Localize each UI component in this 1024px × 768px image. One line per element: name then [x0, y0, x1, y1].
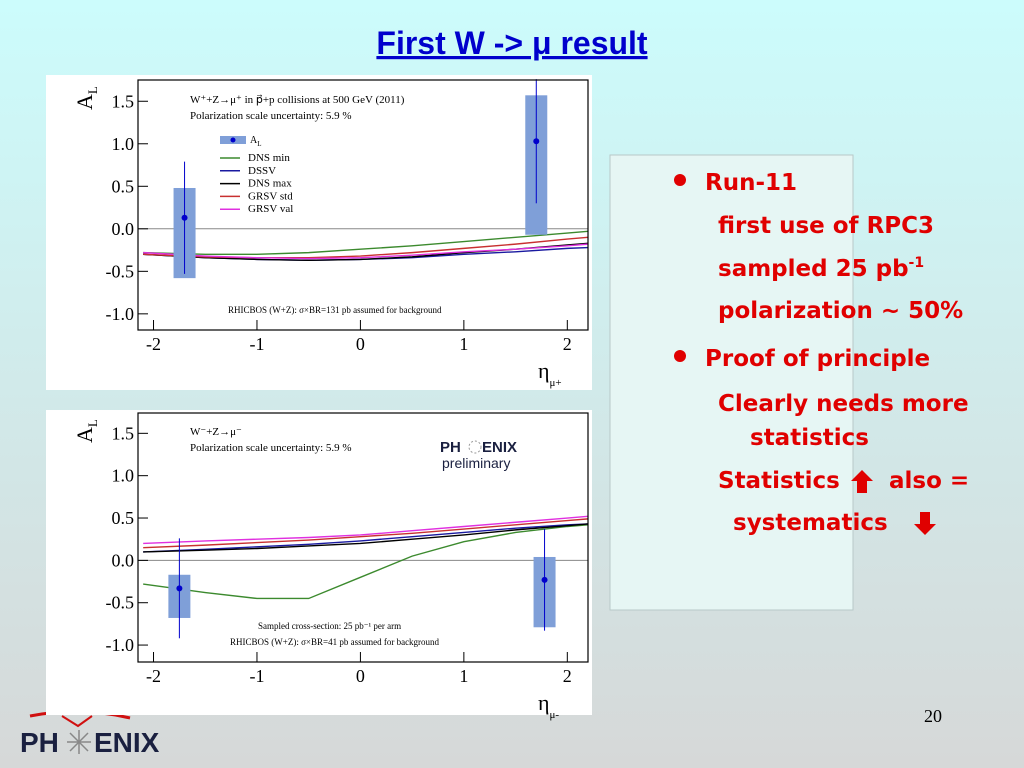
bullet-item: Clearly needs more: [718, 391, 969, 417]
bullet-item: also =: [889, 468, 969, 494]
theory-curve: [143, 524, 589, 600]
label-main: A: [72, 427, 97, 443]
theory-curve: [143, 243, 589, 260]
x-tick-label: -1: [249, 334, 264, 354]
bullet: Run-11: [705, 170, 797, 196]
logo-subtext: preliminary: [442, 455, 510, 471]
data-point: [533, 138, 540, 145]
logo-text: PH: [440, 439, 461, 456]
legend-label: DNS max: [248, 178, 292, 190]
y-axis-label: AL: [72, 419, 100, 443]
theory-curve: [143, 518, 589, 549]
x-tick-label: 1: [459, 334, 468, 354]
y-tick-label: 0.5: [112, 508, 135, 528]
y-tick-label: 1.5: [112, 423, 135, 443]
y-tick-label: 0.5: [112, 176, 135, 196]
y-tick-label: 0.0: [112, 219, 135, 239]
x-tick-label: -2: [146, 334, 161, 354]
bullet-item: polarization ~ 50%: [718, 298, 963, 324]
theory-curve: [143, 523, 589, 553]
data-point: [181, 214, 188, 221]
label-sub: L: [257, 140, 261, 148]
text-panel: [609, 154, 854, 611]
annotation: RHICBOS (W+Z): σ×BR=41 pb assumed for ba…: [230, 637, 440, 647]
logo-text: ENIX: [94, 727, 160, 758]
annotation: Sampled cross-section: 25 pb⁻¹ per arm: [258, 621, 401, 631]
y-tick-label: 1.5: [112, 91, 135, 111]
y-tick-label: -0.5: [106, 593, 135, 613]
annotation: RHICBOS (W+Z): σ×BR=131 pb assumed for b…: [228, 305, 442, 315]
x-tick-label: 2: [563, 666, 572, 686]
theory-curve: [143, 523, 589, 553]
bullet-dot: [674, 350, 686, 362]
theory-curve: [143, 230, 589, 256]
bullet-item: Statistics: [718, 468, 840, 494]
legend-label: DSSV: [248, 165, 276, 177]
bullet-item: sampled 25 pb-1: [718, 255, 924, 282]
item-text: sampled 25 pb: [718, 256, 909, 282]
data-point: [541, 576, 548, 583]
legend-swatch: [230, 137, 236, 143]
x-tick-label: 1: [459, 666, 468, 686]
label-sub: μ-: [550, 709, 560, 721]
y-tick-label: -1.0: [106, 304, 135, 324]
plot-frame: [137, 412, 589, 663]
x-tick-label: 0: [356, 666, 365, 686]
bullet-item: systematics: [733, 510, 888, 536]
legend-label: GRSV std: [248, 190, 293, 202]
arrow-up-icon: [851, 470, 873, 493]
annotation: W⁻+Z→μ⁻: [190, 426, 242, 438]
label-main: A: [72, 94, 97, 110]
bullet-item: statistics: [750, 425, 869, 451]
theory-curve: [143, 515, 589, 545]
bullet-item: first use of RPC3: [718, 213, 934, 239]
y-axis-label: AL: [72, 86, 100, 110]
x-axis-label: ημ-: [538, 690, 559, 721]
logo-star: [468, 440, 482, 454]
y-tick-label: -1.0: [106, 635, 135, 655]
logo-star: [67, 730, 91, 754]
x-axis-label: ημ+: [538, 358, 562, 389]
label-sub: μ+: [550, 377, 562, 389]
arrow-down-icon: [914, 512, 936, 535]
label-sub: L: [85, 419, 100, 427]
slide-title: First W -> μ result: [376, 25, 648, 61]
label-main: η: [538, 358, 550, 383]
y-tick-label: -0.5: [106, 261, 135, 281]
y-tick-label: 1.0: [112, 466, 135, 486]
logo-swoosh: [61, 715, 93, 728]
y-tick-label: 1.0: [112, 134, 135, 154]
legend-label: DNS min: [248, 152, 290, 164]
label-main: η: [538, 690, 550, 715]
bullet: Proof of principle: [705, 346, 930, 372]
logo-text: ENIX: [482, 439, 517, 456]
chart-image: [46, 75, 592, 390]
annotation: Polarization scale uncertainty: 5.9 %: [190, 110, 352, 122]
data-point: [176, 585, 183, 592]
x-tick-label: -2: [146, 666, 161, 686]
label-main: A: [250, 135, 258, 146]
plot-frame: [137, 79, 589, 331]
chart-image: [46, 410, 592, 715]
x-tick-label: 0: [356, 334, 365, 354]
annotation: W⁺+Z→μ⁺ in p⃗+p collisions at 500 GeV (2…: [190, 94, 405, 106]
superscript: -1: [909, 255, 925, 271]
legend-label: AL: [250, 135, 262, 148]
legend-label: GRSV val: [248, 203, 293, 215]
label-sub: L: [85, 86, 100, 94]
x-tick-label: -1: [249, 666, 264, 686]
logo-text: PH: [20, 727, 59, 758]
y-tick-label: 0.0: [112, 550, 135, 570]
x-tick-label: 2: [563, 334, 572, 354]
page-number: 20: [924, 706, 942, 726]
bullet-dot: [674, 174, 686, 186]
annotation: Polarization scale uncertainty: 5.9 %: [190, 442, 352, 454]
